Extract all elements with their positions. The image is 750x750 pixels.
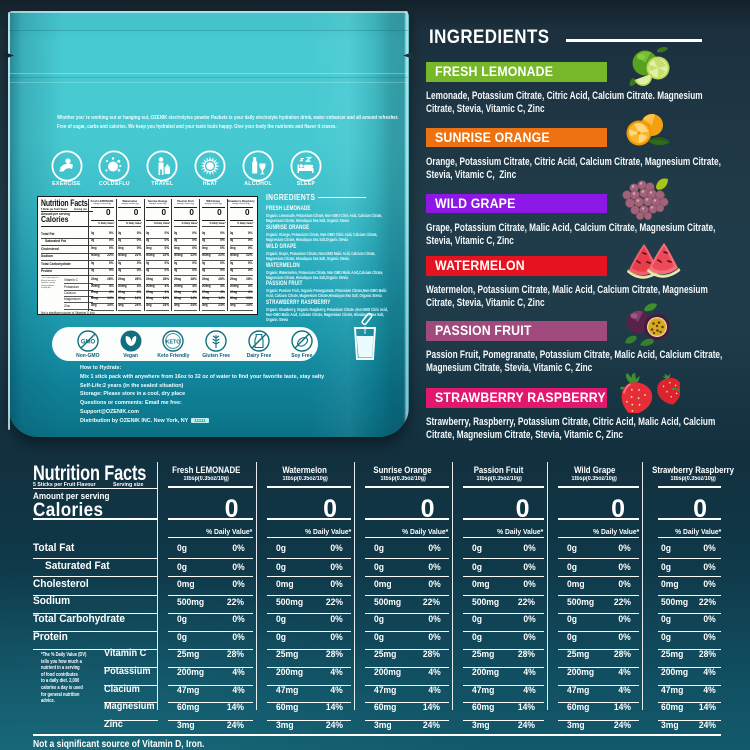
svg-text:KETO: KETO <box>166 339 181 345</box>
svg-text:GMO: GMO <box>81 340 96 346</box>
